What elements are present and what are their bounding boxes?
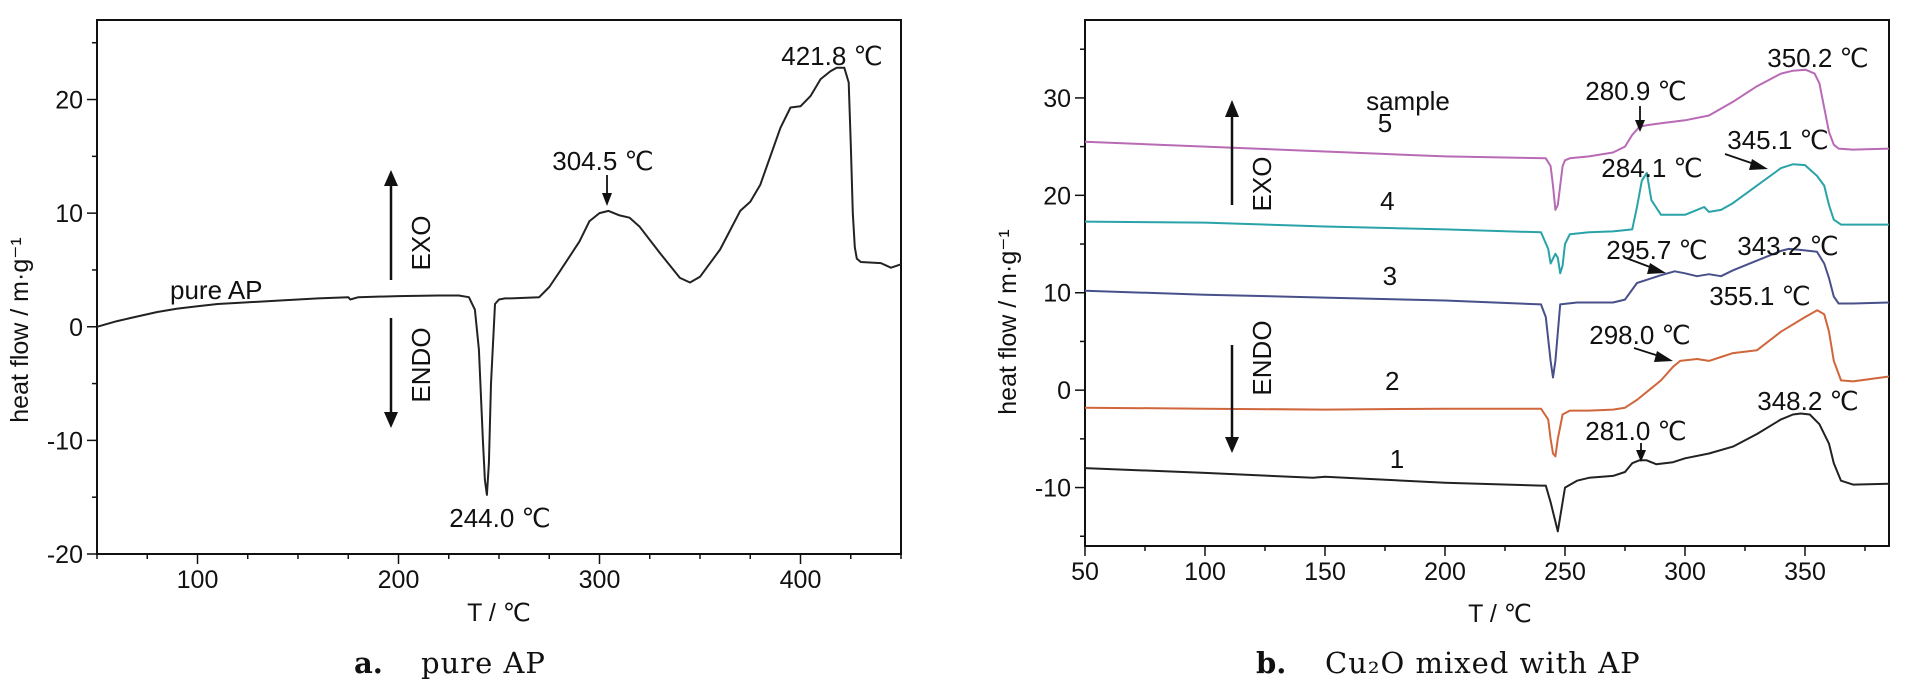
panel-b-sample-label-2: 2 — [1385, 366, 1399, 396]
panel-a-series — [96, 66, 902, 496]
panel-b-y-tick-label-30: 30 — [1043, 85, 1071, 113]
panel-a-peak-label-244: 244.0 ℃ — [449, 503, 551, 533]
panel-b-sample-label-1: 1 — [1390, 444, 1404, 474]
panel-a-y-axis-title: heat flow / m·g⁻¹ — [6, 237, 34, 422]
panel-a-peak-label-421: 421.8 ℃ — [781, 41, 883, 71]
panel-a-endo-label: ENDO — [406, 327, 436, 402]
panel-b-peak-label-348-2: 348.2 ℃ — [1757, 386, 1859, 416]
panel-a-exo-arrow — [384, 170, 398, 280]
panel-b-endo-arrow — [1225, 345, 1239, 453]
panel-a-curve-label: pure AP — [170, 275, 263, 305]
panel-a-series-line-pure-ap — [96, 66, 902, 496]
panel-a-x-tick-label-200: 200 — [378, 566, 420, 594]
panel-a-arrow-304 — [602, 175, 612, 206]
panel-b-exo-arrow — [1225, 100, 1239, 205]
panel-b-y-tick-label-10: 10 — [1043, 280, 1071, 308]
panel-a-y-axis: -20 -10 0 10 20 — [47, 41, 97, 569]
panel-a-pure-ap: 100 200 300 400 -20 -10 0 10 20 T / ℃ heat flow… — [6, 19, 902, 680]
panel-b-arrow-345-1 — [1724, 153, 1768, 170]
panel-b-sample-label-3: 3 — [1383, 261, 1397, 291]
panel-b-peak-label-298-0: 298.0 ℃ — [1589, 320, 1691, 350]
panel-b-arrow-281-0 — [1636, 443, 1646, 462]
panel-b-y-tick-label--10: -10 — [1035, 475, 1071, 503]
panel-b-series-line-3 — [1084, 247, 1890, 379]
panel-b-series-labels: 1 2 3 4 5 — [1378, 108, 1404, 474]
panel-b-peak-label-295-7: 295.7 ℃ — [1606, 235, 1708, 265]
panel-b-arrow-280-9 — [1635, 106, 1645, 132]
panel-b-peak-label-281-0: 281.0 ℃ — [1585, 416, 1687, 446]
panel-b-series-line-4 — [1084, 163, 1889, 275]
panel-a-endo-arrow — [384, 318, 398, 428]
panel-b-x-tick-label-300: 300 — [1664, 558, 1706, 586]
panel-b-y-axis: -10 0 10 20 30 — [1035, 48, 1085, 538]
panel-b-caption-text: Cu₂O mixed with AP — [1325, 646, 1641, 680]
panel-b-endo-label: ENDO — [1247, 320, 1277, 395]
panel-b-cu2o-mixed: 50 100 150 200 250 300 350 -10 0 10 20 30 1 2 3 4 5 T … — [994, 19, 1890, 680]
panel-b-x-tick-label-50: 50 — [1071, 558, 1099, 586]
panel-b-caption-letter: b. — [1256, 646, 1286, 680]
panel-b-arrow-295-7 — [1625, 257, 1666, 274]
panel-b-legend-title: sample — [1366, 86, 1450, 116]
panel-b-y-tick-label-20: 20 — [1043, 182, 1071, 210]
panel-b-peak-label-355-1: 355.1 ℃ — [1709, 281, 1811, 311]
panel-a-x-tick-label-100: 100 — [177, 566, 219, 594]
panel-b-x-tick-label-200: 200 — [1424, 558, 1466, 586]
panel-a-y-tick-label-20: 20 — [55, 87, 83, 115]
panel-a-x-axis: 100 200 300 400 — [96, 554, 902, 594]
panel-b-series-line-1 — [1084, 412, 1890, 533]
panel-a-y-tick-label--20: -20 — [47, 541, 83, 569]
panel-b-peak-label-345-1: 345.1 ℃ — [1727, 125, 1829, 155]
panel-b-y-tick-label-0: 0 — [1057, 377, 1071, 405]
panel-a-caption-text: pure AP — [421, 646, 546, 680]
panel-a-y-tick-label--10: -10 — [47, 427, 83, 455]
panel-b-x-tick-label-350: 350 — [1784, 558, 1826, 586]
panel-b-sample-label-4: 4 — [1380, 186, 1394, 216]
panel-b-peak-label-284-1: 284.1 ℃ — [1601, 153, 1703, 183]
panel-b-arrow-298-0 — [1633, 347, 1673, 362]
panel-b-x-tick-label-100: 100 — [1184, 558, 1226, 586]
panel-a-x-axis-title: T / ℃ — [467, 599, 531, 627]
panel-b-y-axis-title: heat flow / m·g⁻¹ — [994, 229, 1022, 414]
panel-a-y-tick-label-0: 0 — [69, 314, 83, 342]
panel-b-x-axis-title: T / ℃ — [1468, 600, 1532, 628]
panel-b-exo-label: EXO — [1247, 157, 1277, 212]
panel-a-caption: a. pure AP — [354, 646, 546, 680]
panel-a-peak-label-304: 304.5 ℃ — [552, 146, 654, 176]
panel-a-exo-label: EXO — [406, 216, 436, 271]
panel-b-plot-frame — [1084, 19, 1890, 547]
panel-b-peak-label-343-2: 343.2 ℃ — [1737, 231, 1839, 261]
panel-b-peak-label-350-2: 350.2 ℃ — [1767, 43, 1869, 73]
panel-a-y-tick-label-10: 10 — [55, 200, 83, 228]
panel-a-x-tick-label-400: 400 — [780, 566, 822, 594]
panel-a-caption-letter: a. — [354, 646, 383, 680]
panel-b-x-axis: 50 100 150 200 250 300 350 — [1071, 546, 1866, 586]
panel-b-series-line-2 — [1084, 309, 1890, 458]
panel-b-peak-label-280-9: 280.9 ℃ — [1585, 76, 1687, 106]
panel-b-x-tick-label-150: 150 — [1304, 558, 1346, 586]
panel-b-sample-label-5: 5 — [1378, 108, 1392, 138]
panel-a-x-tick-label-300: 300 — [579, 566, 621, 594]
panel-b-caption: b. Cu₂O mixed with AP — [1256, 646, 1641, 680]
panel-b-x-tick-label-250: 250 — [1544, 558, 1586, 586]
